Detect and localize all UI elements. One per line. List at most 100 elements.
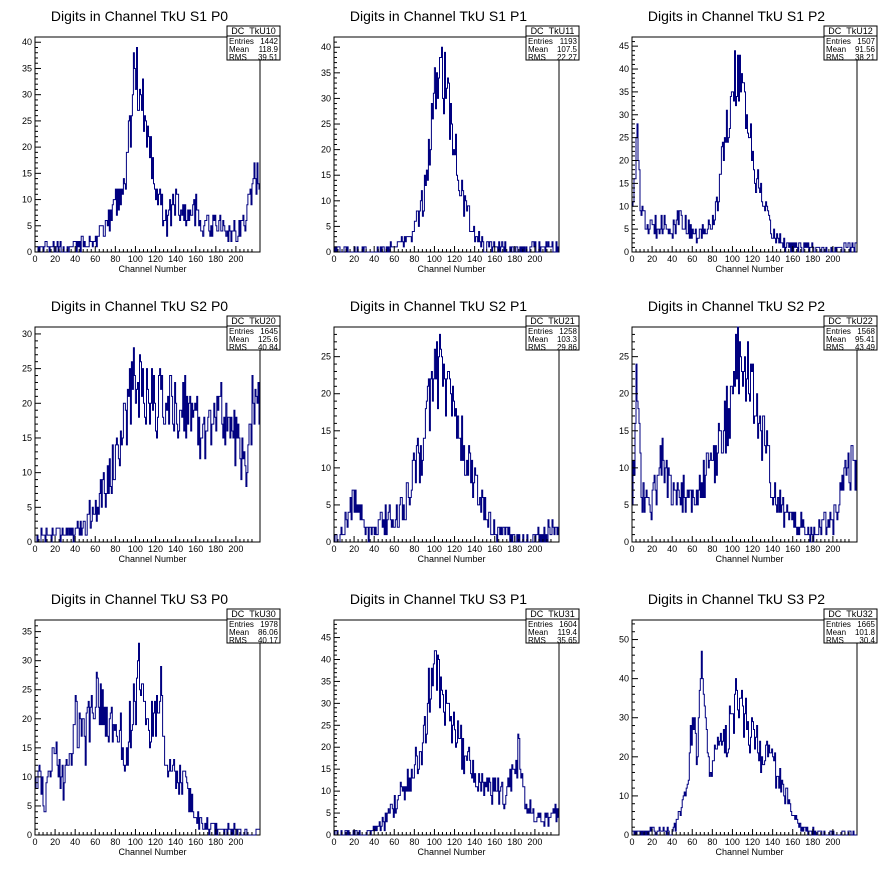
y-tick-label: 25 [619,352,629,362]
x-tick-label: 180 [208,254,223,264]
y-tick-label: 0 [326,537,331,547]
x-tick-label: 20 [647,544,657,554]
y-tick-label: 30 [22,329,32,339]
stats-rms-value: 39.51 [258,53,279,62]
histogram-line [334,46,559,253]
histogram-line [35,47,260,253]
y-tick-label: 10 [321,196,331,206]
x-tick-label: 140 [168,837,183,847]
x-tick-label: 200 [527,837,542,847]
chart-title: Digits in Channel TkU S3 P0 [51,591,228,607]
x-tick-label: 20 [349,544,359,554]
y-tick-label: 20 [22,714,32,724]
x-tick-label: 180 [507,837,522,847]
y-tick-label: 50 [619,635,629,645]
x-tick-label: 80 [110,254,120,264]
y-tick-label: 0 [27,537,32,547]
y-tick-label: 30 [321,93,331,103]
x-tick-label: 180 [208,837,223,847]
y-tick-label: 5 [27,502,32,512]
stats-histogram-name: DC_TkU10 [231,26,276,36]
chart-title: Digits in Channel TkU S1 P0 [51,8,228,24]
x-tick-label: 80 [409,544,419,554]
plot-frame [333,326,560,543]
stats-mean-value: 101.8 [855,628,876,637]
stats-mean-label: Mean [826,335,846,344]
x-tick-label: 140 [765,254,780,264]
stats-rms-value: 38.21 [855,53,876,62]
y-tick-label: 35 [22,63,32,73]
y-tick-label: 0 [326,247,331,257]
stats-mean-label: Mean [826,628,846,637]
x-tick-label: 20 [50,837,60,847]
y-tick-label: 0 [326,830,331,840]
stats-box [226,25,281,61]
chart-title: Digits in Channel TkU S1 P2 [648,8,825,24]
y-tick-label: 25 [22,364,32,374]
stats-rms-label: RMS [528,636,546,645]
stats-mean-value: 119.4 [558,628,578,637]
x-tick-label: 200 [228,837,243,847]
y-tick-label: 10 [321,786,331,796]
stats-mean-label: Mean [229,628,249,637]
x-tick-label: 40 [70,544,80,554]
stats-box [823,25,878,61]
y-tick-label: 45 [321,633,331,643]
y-tick-label: 25 [321,119,331,129]
stats-box [525,608,580,644]
stats-entries-value: 1507 [857,37,875,46]
x-tick-label: 100 [427,544,442,554]
x-tick-label: 120 [148,544,163,554]
x-tick-label: 40 [369,837,379,847]
x-tick-label: 120 [447,544,462,554]
x-tick-label: 120 [447,837,462,847]
stats-entries-value: 1645 [260,327,278,336]
x-tick-label: 0 [629,837,634,847]
x-tick-label: 60 [389,254,399,264]
stats-rms-value: 40.17 [258,636,279,645]
stats-histogram-name: DC_TkU12 [828,26,873,36]
x-tick-label: 120 [745,837,760,847]
x-axis-label: Channel Number [417,554,485,564]
stats-entries-label: Entries [826,37,851,46]
y-tick-label: 20 [22,142,32,152]
y-tick-label: 30 [321,698,331,708]
x-tick-label: 80 [707,254,717,264]
stats-entries-label: Entries [528,620,553,629]
x-tick-label: 80 [110,544,120,554]
x-axis-label: Channel Number [118,554,186,564]
x-tick-label: 120 [148,837,163,847]
x-axis-label: Channel Number [715,554,783,564]
x-axis-label: Channel Number [715,847,783,857]
stats-rms-label: RMS [826,343,844,352]
x-tick-label: 200 [228,544,243,554]
x-tick-label: 100 [128,254,143,264]
stats-mean-label: Mean [528,628,548,637]
x-tick-label: 140 [467,544,482,554]
y-tick-label: 20 [321,389,331,399]
stats-rms-value: 30.4 [859,636,875,645]
stats-histogram-name: DC_TkU32 [828,609,873,619]
stats-histogram-name: DC_TkU30 [231,609,276,619]
y-tick-label: 35 [321,68,331,78]
x-tick-label: 60 [90,254,100,264]
histogram-panel: Digits in Channel TkU S1 P10 20 40 60 80 100 1… [321,8,580,274]
stats-entries-value: 1978 [260,620,278,629]
y-tick-label: 15 [22,743,32,753]
x-tick-label: 200 [825,544,840,554]
histogram-line [35,642,260,836]
histogram-panel: Digits in Channel TkU S3 P10 20 40 60 80 100 1… [321,591,580,857]
y-tick-label: 35 [22,627,32,637]
stats-box [226,315,281,351]
x-tick-label: 80 [409,254,419,264]
histogram-panel: Digits in Channel TkU S1 P20 20 40 60 80 100 1… [619,8,878,274]
stats-mean-value: 103.3 [557,335,578,344]
x-tick-label: 20 [349,254,359,264]
x-tick-label: 0 [32,254,37,264]
x-tick-label: 0 [629,254,634,264]
stats-mean-label: Mean [826,45,846,54]
stats-rms-label: RMS [826,53,844,62]
x-tick-label: 200 [527,254,542,264]
x-tick-label: 160 [188,254,203,264]
y-tick-label: 25 [22,116,32,126]
